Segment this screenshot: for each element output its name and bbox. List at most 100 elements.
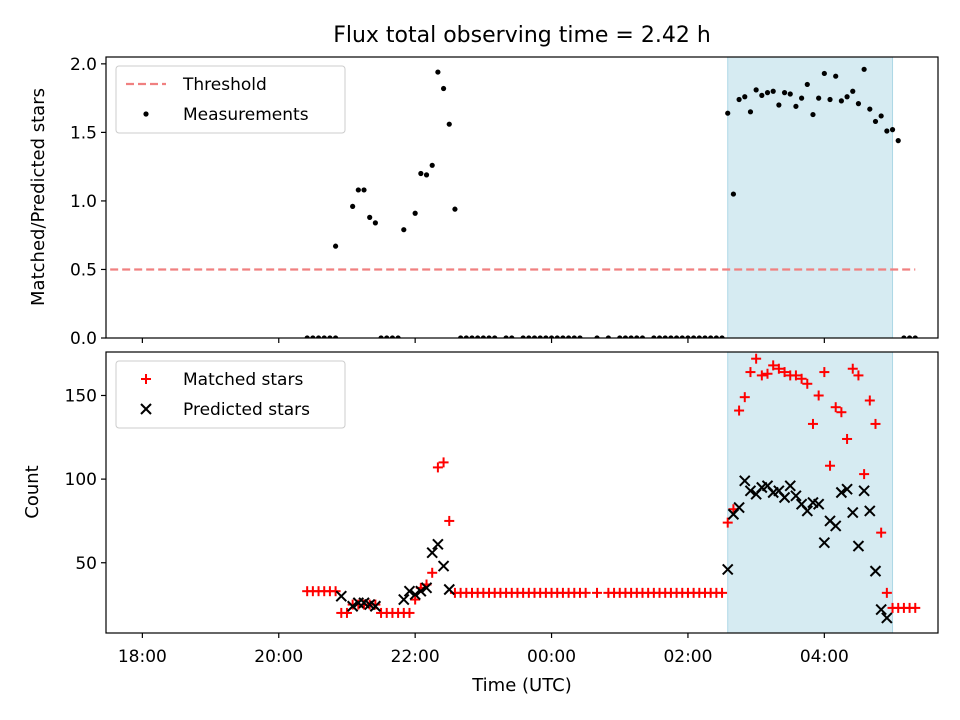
bottom-series-matched-stars-point [859, 469, 870, 480]
top-series-measurements-point [605, 335, 611, 338]
bottom-series-predicted-stars-point [403, 585, 416, 597]
bottom-series-predicted-stars-point [864, 505, 876, 517]
bottom-x-tick-label: 04:00 [800, 647, 849, 667]
bottom-legend-swatch-matched [141, 374, 151, 384]
top-series-measurements-point [452, 206, 458, 212]
bottom-series-predicted-stars-point [398, 593, 410, 606]
bottom-series-predicted-stars-point-b [432, 538, 444, 551]
bottom-series-matched-stars-point [847, 363, 858, 374]
bottom-series-matched-stars-point [432, 462, 443, 473]
top-series-measurements-point [486, 335, 492, 338]
bottom-series-matched-stars-point [842, 433, 853, 444]
bottom-series-predicted-stars-point [369, 600, 382, 612]
top-series-measurements-point [821, 70, 827, 77]
bottom-series-predicted-stars-point-b [864, 505, 876, 517]
bottom-plot-area [302, 353, 921, 624]
bottom-series-predicted-stars-point-b [852, 540, 865, 552]
bottom-series-predicted-stars-point-b [784, 480, 796, 492]
bottom-series-predicted-stars-point-b [841, 483, 853, 495]
bottom-series-predicted-stars-point-b [346, 600, 359, 612]
top-series-measurements-point [503, 335, 509, 338]
bottom-series-matched-stars-point [580, 587, 591, 598]
bottom-series-predicted-stars-point [869, 565, 882, 577]
top-legend-box [115, 65, 346, 134]
top-series-measurements-point [776, 102, 782, 108]
top-series-measurements-point [315, 335, 322, 338]
bottom-series-predicted-stars-point [346, 600, 359, 612]
top-series-measurements-point [730, 191, 737, 197]
bottom-series-matched-stars-point [825, 460, 836, 471]
bottom-series-predicted-stars-point-b [409, 588, 421, 601]
top-legend: Threshold Measurements [115, 65, 346, 134]
bottom-series-matched-stars-point [341, 607, 352, 618]
top-series-measurements-point [850, 88, 856, 94]
top-series-measurements-point [855, 101, 862, 107]
top-series-measurements-point [395, 335, 401, 338]
top-series-measurements-point [725, 110, 731, 116]
bottom-series-matched-stars-point [813, 390, 824, 401]
bottom-series-predicted-stars-point-b [801, 505, 813, 517]
top-series-measurements-point [548, 335, 555, 338]
bottom-series-matched-stars-point [773, 363, 784, 374]
bottom-series-matched-stars-point [751, 353, 762, 364]
bottom-x-tick-label: 18:00 [118, 647, 167, 667]
bottom-legend-label: Predicted stars [183, 400, 310, 420]
bottom-x-tick-label: 20:00 [254, 647, 303, 667]
bottom-series-predicted-stars-point-b [807, 496, 819, 509]
top-series-measurements-point [492, 335, 498, 338]
bottom-y-tick-label: 150 [65, 386, 97, 406]
top-series-measurements-point [469, 335, 475, 338]
top-series-measurements-point [571, 335, 577, 338]
top-series-measurements-point [332, 335, 339, 338]
bottom-series-predicted-stars-point-b [881, 612, 893, 624]
bottom-series-predicted-stars-point-b [403, 585, 416, 597]
top-series-measurements-point [446, 121, 452, 127]
bottom-series-matched-stars-point [768, 360, 779, 371]
top-series-measurements-point [719, 335, 725, 338]
bottom-series-predicted-stars-point [426, 547, 438, 559]
bottom-series-predicted-stars-point [415, 585, 427, 597]
bottom-series-predicted-stars-point-b [829, 520, 842, 532]
bottom-x-axis-label: Time (UTC) [471, 675, 572, 696]
bottom-series-matched-stars-point [739, 392, 750, 403]
bottom-series-predicted-stars-point [778, 491, 791, 504]
bottom-series-predicted-stars-point-b [369, 600, 382, 612]
top-series-measurements-point [332, 243, 339, 249]
bottom-series-matched-stars-point [438, 457, 449, 468]
bottom-series-predicted-stars-point [818, 536, 831, 549]
bottom-series-matched-stars-point [756, 370, 767, 381]
top-series-measurements-point [378, 335, 384, 338]
bottom-series-predicted-stars-point-b [869, 565, 882, 577]
bottom-series-matched-stars-point [762, 368, 773, 379]
top-series-measurements-point [895, 138, 901, 144]
top-series-measurements-point [372, 220, 378, 226]
bottom-series-predicted-stars-point-b [415, 585, 427, 597]
bottom-series-matched-stars-point [870, 418, 881, 429]
top-series-measurements-point [554, 335, 560, 338]
top-series-measurements-point [634, 335, 640, 338]
top-series-measurements-point [537, 335, 543, 338]
bottom-legend: Matched stars Predicted stars [115, 360, 346, 429]
bottom-series-predicted-stars-point [875, 603, 887, 616]
bottom-series-predicted-stars-point [841, 483, 853, 495]
bottom-series-matched-stars-point [592, 587, 603, 598]
top-series-measurements-point [435, 69, 441, 75]
top-series-measurements-point [577, 335, 583, 338]
top-series-measurements-point [770, 88, 776, 94]
bottom-legend-swatch-predicted-b [140, 403, 152, 415]
top-series-measurements-point [861, 66, 867, 72]
bottom-x-tick-label: 02:00 [663, 647, 712, 667]
bottom-series-predicted-stars-point-b [875, 603, 887, 616]
bottom-series-predicted-stars-point [739, 475, 751, 487]
bottom-series-matched-stars-point [717, 587, 728, 598]
bottom-series-matched-stars-point [790, 370, 801, 381]
bottom-series-matched-stars-point [836, 407, 847, 418]
top-legend-swatch-measurements [143, 111, 149, 117]
bottom-series-predicted-stars-point [847, 506, 859, 519]
top-series-measurements-point [708, 335, 714, 338]
top-y-tick-label: 0.5 [70, 260, 97, 280]
top-series-measurements-point [838, 98, 844, 104]
top-series-measurements-point [759, 92, 765, 98]
top-series-measurements-point [361, 187, 367, 193]
